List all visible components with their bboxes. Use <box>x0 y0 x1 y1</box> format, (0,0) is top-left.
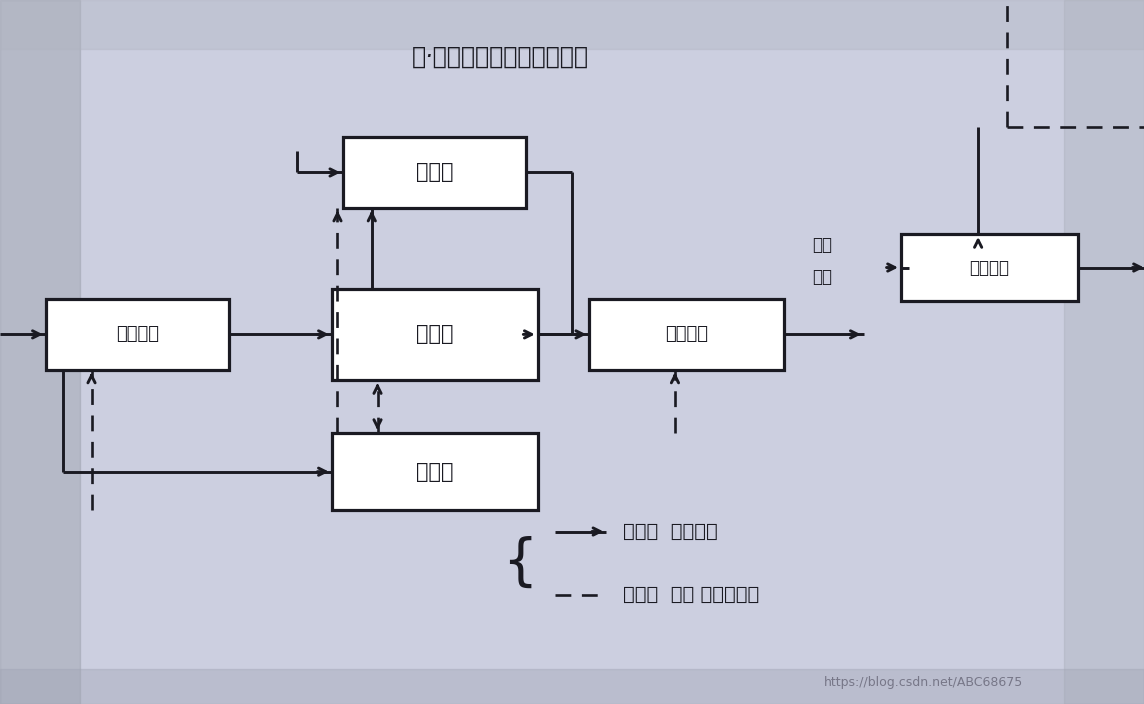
Text: 程序: 程序 <box>812 268 832 286</box>
Text: 虚线：  控制 和状态反馈: 虚线： 控制 和状态反馈 <box>623 586 760 604</box>
Text: 实线：  数据通路: 实线： 数据通路 <box>623 522 718 541</box>
Bar <box>1064 0 1144 704</box>
Bar <box>332 433 538 510</box>
Bar <box>343 137 526 208</box>
Bar <box>589 299 784 370</box>
Text: 冯·诺依曼计算机硬件框图：: 冯·诺依曼计算机硬件框图： <box>412 44 589 68</box>
Text: 数据: 数据 <box>812 236 832 254</box>
Bar <box>0 0 80 704</box>
Text: 输入设备: 输入设备 <box>116 325 159 344</box>
Text: 输入设备: 输入设备 <box>970 258 1009 277</box>
Text: https://blog.csdn.net/ABC68675: https://blog.csdn.net/ABC68675 <box>824 677 1023 689</box>
Bar <box>900 234 1078 301</box>
Bar <box>0 0 1144 49</box>
Bar <box>0 669 1144 704</box>
Bar <box>46 299 229 370</box>
Text: 运算器: 运算器 <box>416 325 453 344</box>
Text: 存储器: 存储器 <box>416 163 453 182</box>
Text: 控制器: 控制器 <box>416 462 453 482</box>
Text: 输出设备: 输出设备 <box>665 325 708 344</box>
Text: {: { <box>502 536 538 590</box>
Bar <box>332 289 538 380</box>
